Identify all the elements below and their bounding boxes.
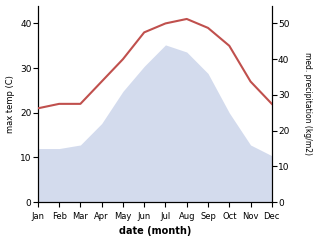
Y-axis label: max temp (C): max temp (C) [5,75,15,133]
Y-axis label: med. precipitation (kg/m2): med. precipitation (kg/m2) [303,52,313,155]
X-axis label: date (month): date (month) [119,227,191,236]
